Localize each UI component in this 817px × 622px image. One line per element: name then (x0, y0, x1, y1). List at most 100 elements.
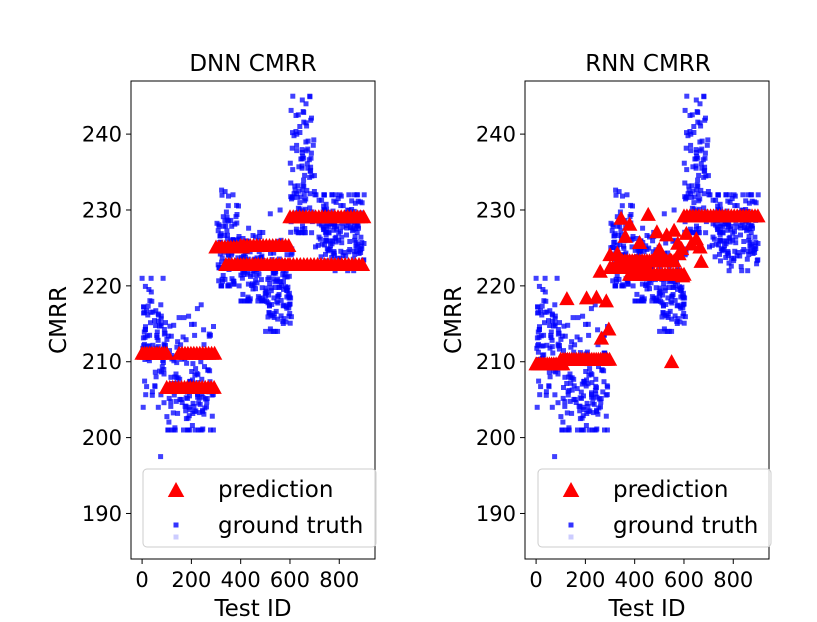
ground-truth-point (629, 244, 635, 250)
ground-truth-point (283, 319, 289, 325)
ground-truth-point (694, 153, 700, 159)
ground-truth-point (171, 358, 177, 364)
ground-truth-point (691, 130, 697, 135)
ground-truth-point (619, 203, 625, 209)
ground-truth-point (535, 343, 541, 349)
ground-truth-point (139, 275, 145, 281)
ground-truth-point (347, 239, 353, 244)
ground-truth-point (747, 243, 753, 249)
ground-truth-point (552, 302, 558, 308)
ground-truth-point (303, 120, 309, 126)
ground-truth-point (169, 427, 175, 433)
ground-truth-point (754, 261, 760, 267)
ground-truth-point (610, 278, 616, 284)
legend-prediction-label: prediction (218, 477, 333, 503)
y-tick-label: 190 (476, 502, 516, 526)
ground-truth-point (557, 320, 562, 326)
ground-truth-point (746, 221, 752, 227)
ground-truth-point (298, 194, 304, 200)
ground-truth-point (346, 192, 352, 198)
ground-truth-point (353, 226, 359, 232)
ground-truth-point (245, 297, 251, 303)
ground-truth-point (695, 191, 701, 197)
ground-truth-point (732, 248, 738, 254)
ground-truth-point (614, 273, 620, 278)
ground-truth-point (257, 234, 263, 240)
ground-truth-point (701, 191, 707, 197)
ground-truth-point (246, 225, 252, 231)
y-axis-label: CMRR (441, 286, 467, 354)
ground-truth-point (186, 313, 192, 319)
prediction-point (601, 351, 618, 366)
y-tick-label: 200 (82, 426, 122, 450)
ground-truth-point (572, 397, 578, 403)
ground-truth-point (742, 225, 747, 231)
chart-title: DNN CMRR (189, 51, 316, 77)
ground-truth-point (536, 378, 542, 384)
ground-truth-point (161, 343, 167, 349)
ground-truth-point (729, 196, 735, 202)
prediction-point (622, 216, 638, 231)
ground-truth-point (745, 248, 751, 254)
ground-truth-point (747, 226, 753, 232)
ground-truth-point (242, 268, 248, 274)
ground-truth-point (182, 403, 188, 409)
ground-truth-point (700, 157, 706, 163)
ground-truth-point (287, 160, 293, 166)
ground-truth-point (746, 234, 752, 240)
prediction-point (354, 257, 371, 271)
chart-title: RNN CMRR (585, 51, 711, 77)
ground-truth-point (595, 342, 601, 348)
ground-truth-point (544, 342, 550, 348)
ground-truth-point (717, 251, 722, 257)
ground-truth-point (268, 312, 274, 318)
ground-truth-point (228, 217, 234, 223)
ground-truth-point (349, 198, 355, 204)
ground-truth-point (352, 200, 358, 206)
ground-truth-point (688, 194, 694, 200)
prediction-point (636, 255, 653, 270)
ground-truth-point (628, 212, 634, 217)
ground-truth-point (718, 246, 724, 252)
ground-truth-point (681, 311, 687, 316)
ground-truth-point (312, 192, 318, 198)
ground-truth-point (683, 196, 688, 202)
ground-truth-point (174, 344, 180, 350)
ground-truth-point (292, 183, 298, 189)
ground-truth-point (676, 284, 682, 290)
ground-truth-point (323, 237, 328, 243)
ground-truth-point (552, 321, 558, 327)
ground-truth-point (295, 112, 301, 118)
ground-truth-point (727, 192, 733, 198)
ground-truth-point (239, 298, 245, 304)
ground-truth-point (571, 349, 577, 355)
ground-truth-point (539, 312, 545, 318)
prediction-point (649, 224, 665, 239)
ground-truth-point (202, 364, 207, 370)
ground-truth-point (738, 264, 744, 270)
ground-truth-point (259, 285, 265, 291)
legend-ground-truth-marker (173, 522, 179, 540)
ground-truth-point (566, 388, 572, 393)
ground-truth-point (333, 234, 339, 240)
ground-truth-point (741, 239, 747, 244)
ground-truth-point (339, 240, 345, 246)
ground-truth-point (266, 275, 272, 281)
ground-truth-point (584, 377, 589, 383)
ground-truth-point (242, 254, 248, 260)
ground-truth-point (596, 364, 601, 370)
ground-truth-point (292, 187, 298, 193)
ground-truth-point (195, 427, 201, 433)
ground-truth-point (161, 327, 167, 332)
ground-truth-point (268, 250, 273, 256)
legend-prediction-marker (167, 482, 185, 497)
ground-truth-point (274, 278, 280, 284)
ground-truth-point (343, 253, 349, 259)
ground-truth-point (536, 334, 542, 340)
ground-truth-point (665, 250, 671, 256)
ground-truth-point (311, 189, 317, 194)
legend-triangle (562, 482, 580, 497)
ground-truth-point (331, 253, 337, 259)
ground-truth-point (543, 298, 549, 304)
ground-truth-point (336, 237, 342, 243)
